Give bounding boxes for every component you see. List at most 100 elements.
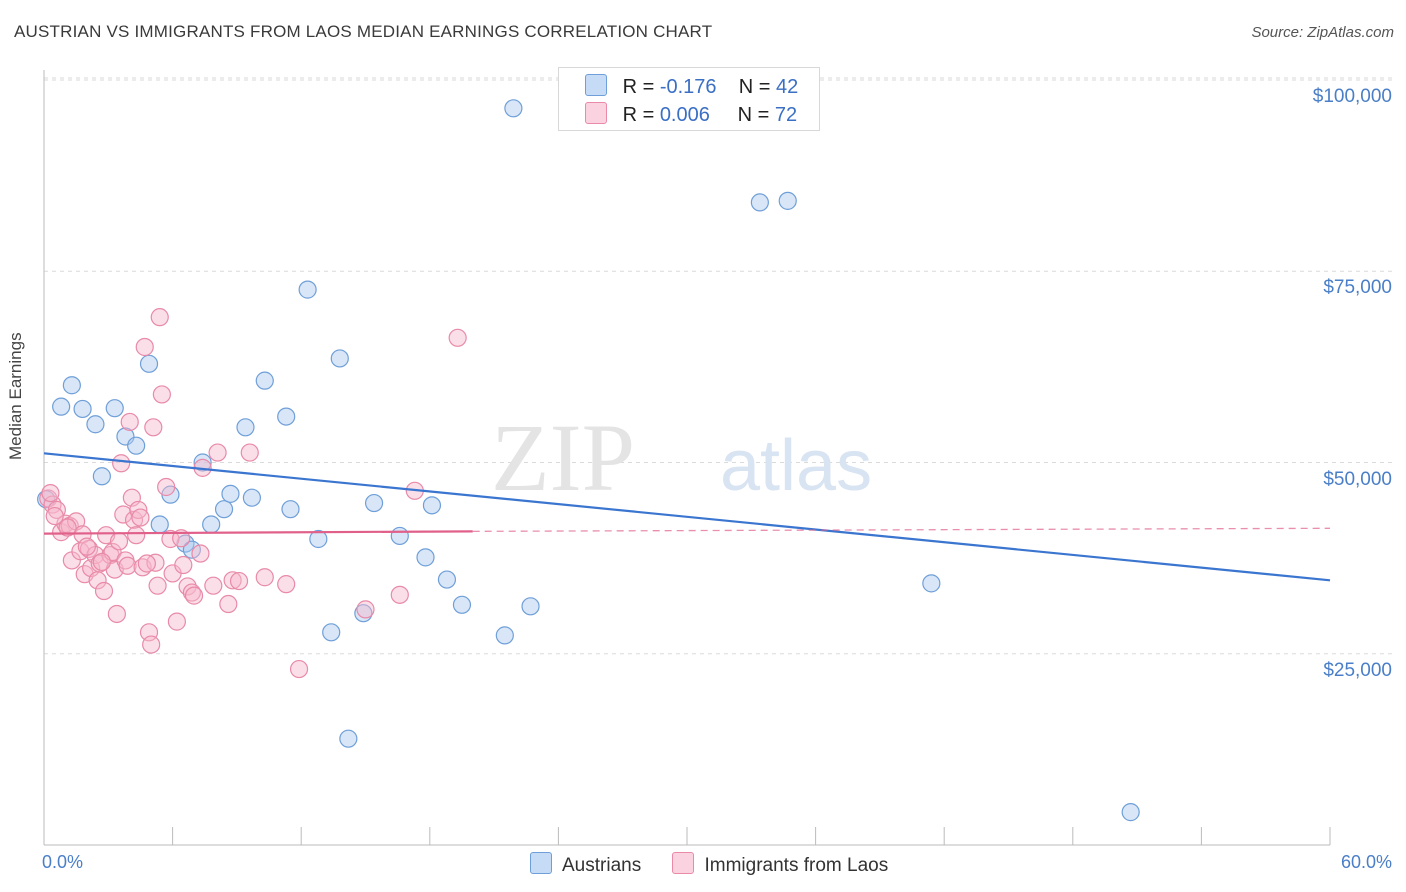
laos-point [174,555,193,575]
laos-point [120,412,139,432]
laos-point [148,576,167,595]
austrians-point [281,500,300,519]
laos-point [157,477,176,497]
austrians-point [437,570,457,589]
laos-point [229,571,249,591]
y-tick-label: $25,000 [1323,659,1392,681]
laos-point [150,308,169,327]
legend-item-austrians: Austrians [530,852,641,877]
laos-point [127,526,146,545]
stats-row-laos: R = 0.006 N = 72 [585,102,797,126]
austrians-point [452,595,472,614]
r-label: R = [622,104,655,126]
legend-swatch-laos [585,102,607,124]
watermark-zip: ZIP [491,404,635,511]
legend-label-laos: Immigrants from Laos [704,855,889,876]
austrians-point [255,371,274,390]
austrians-point [86,415,105,434]
austrians-point [309,529,328,549]
laos-point [191,544,210,563]
laos-point [390,585,409,604]
laos-point [448,328,467,347]
austrians-point [73,399,92,419]
laos-point [255,568,274,587]
laos-point [135,337,154,357]
watermark-atlas: atlas [720,426,872,506]
austrians-point [236,418,255,437]
laos-point [204,576,223,595]
stats-legend: R = -0.176 N = 42 R = 0.006 N = 72 [558,67,820,131]
austrians-point [521,597,540,616]
laos-point [137,554,156,573]
austrians-point [214,500,234,519]
legend-item-laos: Immigrants from Laos [672,852,888,877]
stats-row-austrians: R = -0.176 N = 42 [585,74,798,98]
axes [43,70,1331,846]
laos-point [77,537,96,556]
austrians-point [242,488,262,507]
y-tick-label: $75,000 [1323,277,1392,299]
watermark: ZIP atlas [491,404,872,511]
austrians-point [298,280,317,299]
laos-point [112,454,131,473]
laos-point [219,594,238,614]
austrians-point [330,349,349,368]
austrians-point [139,354,159,373]
x-tick-label-max: 60.0% [1340,852,1392,872]
austrians-point [750,193,769,212]
laos-point [356,600,375,619]
laos-point [118,556,137,575]
austrians-point [390,526,409,546]
series-legend: Austrians Immigrants from Laos [530,852,914,877]
trend-line-austrians [43,452,1331,582]
austrians-point [339,729,358,748]
austrians-point [422,496,442,515]
r-value: -0.176 [659,76,717,98]
n-value: 42 [776,76,799,98]
trend-line-laos [43,530,473,535]
laos-point [289,659,309,679]
laos-point [223,571,242,590]
austrians-point [52,397,71,416]
austrians-point [105,399,124,418]
laos-point [240,443,259,462]
austrians-point [778,191,797,210]
laos-point [94,581,114,601]
austrians-point [504,99,523,118]
x-tick-label-min: 0.0% [42,852,84,872]
austrians-point [322,623,341,642]
austrians-point [182,540,201,559]
chart-title: AUSTRIAN VS IMMIGRANTS FROM LAOS MEDIAN … [14,22,713,41]
n-label: N = [737,104,770,126]
y-axis-label: Median Earnings [6,332,25,460]
austrians-point [495,626,514,645]
laos-point [58,518,77,537]
laos-point [45,506,64,526]
laos-point [131,508,150,527]
laos-point [167,612,186,631]
laos-point [144,418,163,437]
austrians-point [193,453,212,472]
austrians-point [1121,803,1140,822]
laos-point [277,575,296,594]
legend-swatch-austrians [530,852,552,874]
legend-swatch-laos [672,852,695,874]
legend-swatch-austrians [585,74,607,96]
r-value: 0.006 [659,104,710,126]
laos-point [142,635,161,654]
n-value: 72 [774,104,798,126]
y-tick-label: $100,000 [1312,86,1392,107]
trend-line-laos-extension [472,527,1331,532]
austrians-point [150,515,169,534]
austrians-point [92,467,111,486]
austrians-point [277,407,296,426]
austrians-point [416,548,435,567]
legend-label-austrians: Austrians [562,855,642,876]
laos-point [182,583,201,602]
austrians-point [127,436,146,455]
trend-lines [43,452,1331,582]
series-austrians [37,99,1140,822]
laos-point [107,604,126,624]
austrians-point [922,574,941,593]
laos-point [109,532,129,551]
